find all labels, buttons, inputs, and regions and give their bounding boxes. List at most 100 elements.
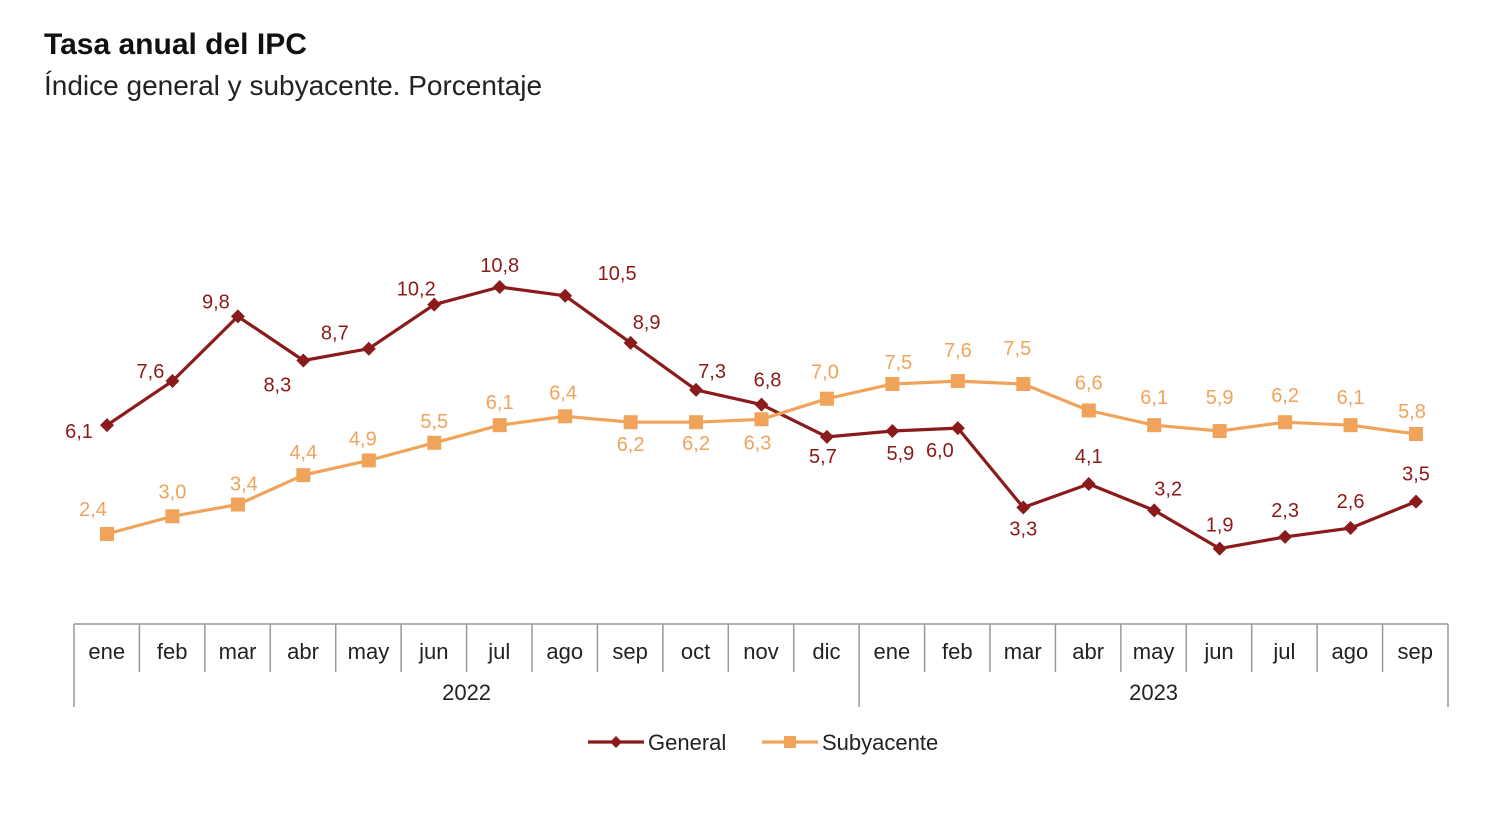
data-label-subyacente: 6,1 <box>1337 387 1365 409</box>
legend-marker-general <box>610 736 622 748</box>
data-label-subyacente: 6,6 <box>1075 372 1103 394</box>
data-point-general <box>1343 521 1358 536</box>
data-label-general: 7,6 <box>137 361 165 383</box>
x-tick-label: jul <box>1272 639 1295 664</box>
data-label-subyacente: 4,4 <box>289 442 317 464</box>
data-label-subyacente: 7,5 <box>1003 338 1031 360</box>
data-point-general <box>230 309 245 324</box>
x-tick-label: feb <box>942 639 973 664</box>
data-point-general <box>296 353 311 368</box>
data-label-general: 6,1 <box>65 421 93 443</box>
data-label-general: 8,7 <box>321 323 349 345</box>
data-point-subyacente <box>623 415 638 430</box>
data-label-subyacente: 6,2 <box>682 433 710 455</box>
data-label-general: 9,8 <box>202 291 230 313</box>
data-point-subyacente <box>819 391 834 406</box>
data-label-general: 1,9 <box>1206 515 1234 537</box>
x-tick-label: ago <box>546 639 583 664</box>
data-label-subyacente: 5,8 <box>1398 401 1426 423</box>
data-point-subyacente <box>1016 377 1031 391</box>
data-label-general: 5,7 <box>809 446 837 468</box>
data-label-general: 10,8 <box>480 255 519 277</box>
data-label-general: 3,2 <box>1154 478 1182 500</box>
data-label-subyacente: 6,1 <box>1140 387 1168 409</box>
data-point-general <box>1016 500 1031 515</box>
data-label-subyacente: 7,0 <box>811 362 839 384</box>
data-point-general <box>361 341 376 356</box>
data-point-subyacente <box>950 374 965 389</box>
legend-label-subyacente: Subyacente <box>822 730 938 755</box>
data-point-general <box>754 397 769 412</box>
data-label-general: 2,3 <box>1271 500 1299 522</box>
data-label-subyacente: 5,5 <box>420 411 448 433</box>
data-label-general: 3,3 <box>1009 518 1037 540</box>
data-point-subyacente <box>689 415 704 430</box>
year-label: 2023 <box>1129 680 1178 705</box>
data-point-subyacente <box>1278 415 1293 430</box>
data-point-subyacente <box>361 453 376 468</box>
data-label-general: 10,5 <box>598 263 637 285</box>
x-tick-label: mar <box>1004 639 1042 664</box>
data-label-subyacente: 6,3 <box>744 432 772 454</box>
data-label-general: 10,2 <box>397 279 436 301</box>
x-tick-label: abr <box>287 639 319 664</box>
data-point-subyacente <box>885 377 900 391</box>
data-label-subyacente: 6,2 <box>1271 385 1299 407</box>
data-point-general <box>950 421 965 436</box>
x-tick-label: oct <box>681 639 710 664</box>
data-point-subyacente <box>492 418 507 433</box>
data-label-subyacente: 6,2 <box>617 434 645 456</box>
chart-subtitle: Índice general y subyacente. Porcentaje <box>44 70 543 101</box>
data-point-general <box>1278 529 1293 544</box>
data-label-subyacente: 7,5 <box>884 352 912 374</box>
x-tick-label: ago <box>1331 639 1368 664</box>
legend-marker-subyacente <box>784 736 796 748</box>
x-tick-label: ene <box>88 639 125 664</box>
data-label-subyacente: 5,9 <box>1206 387 1234 409</box>
data-point-general <box>819 429 834 444</box>
data-point-subyacente <box>1081 403 1096 418</box>
data-label-subyacente: 4,9 <box>349 428 377 450</box>
data-label-general: 2,6 <box>1337 491 1365 513</box>
data-point-general <box>623 335 638 350</box>
data-label-general: 3,5 <box>1402 464 1430 486</box>
data-label-general: 6,8 <box>754 370 782 392</box>
data-label-subyacente: 6,1 <box>486 392 514 414</box>
data-label-subyacente: 6,4 <box>549 382 577 404</box>
data-point-general <box>1081 476 1096 491</box>
data-point-general <box>1409 494 1423 509</box>
x-tick-label: ene <box>873 639 910 664</box>
x-tick-label: abr <box>1072 639 1104 664</box>
x-tick-label: jun <box>418 639 448 664</box>
data-point-general <box>427 297 442 312</box>
data-point-general <box>1147 503 1162 518</box>
data-point-general <box>885 424 900 439</box>
x-tick-label: sep <box>612 639 647 664</box>
legend-label-general: General <box>648 730 726 755</box>
data-point-subyacente <box>1147 418 1162 433</box>
data-point-subyacente <box>1409 426 1423 441</box>
data-label-general: 8,9 <box>633 312 661 334</box>
data-point-subyacente <box>558 409 573 424</box>
data-label-general: 5,9 <box>886 443 914 465</box>
data-label-general: 6,0 <box>926 440 954 462</box>
data-point-general <box>558 288 573 303</box>
x-tick-label: sep <box>1398 639 1433 664</box>
data-point-subyacente <box>296 468 311 483</box>
x-tick-label: nov <box>743 639 778 664</box>
data-label-subyacente: 2,4 <box>79 499 107 521</box>
x-tick-label: feb <box>157 639 188 664</box>
year-label: 2022 <box>442 680 491 705</box>
data-label-subyacente: 7,6 <box>944 340 972 362</box>
data-label-general: 8,3 <box>263 374 291 396</box>
x-tick-label: may <box>1133 639 1175 664</box>
data-label-general: 4,1 <box>1075 446 1103 468</box>
data-label-subyacente: 3,4 <box>230 474 258 496</box>
data-point-subyacente <box>230 497 245 512</box>
x-tick-label: may <box>348 639 390 664</box>
x-tick-label: mar <box>219 639 257 664</box>
data-point-subyacente <box>754 412 769 427</box>
data-label-general: 7,3 <box>698 361 726 383</box>
data-point-general <box>100 418 114 433</box>
chart-title: Tasa anual del IPC <box>44 28 307 61</box>
